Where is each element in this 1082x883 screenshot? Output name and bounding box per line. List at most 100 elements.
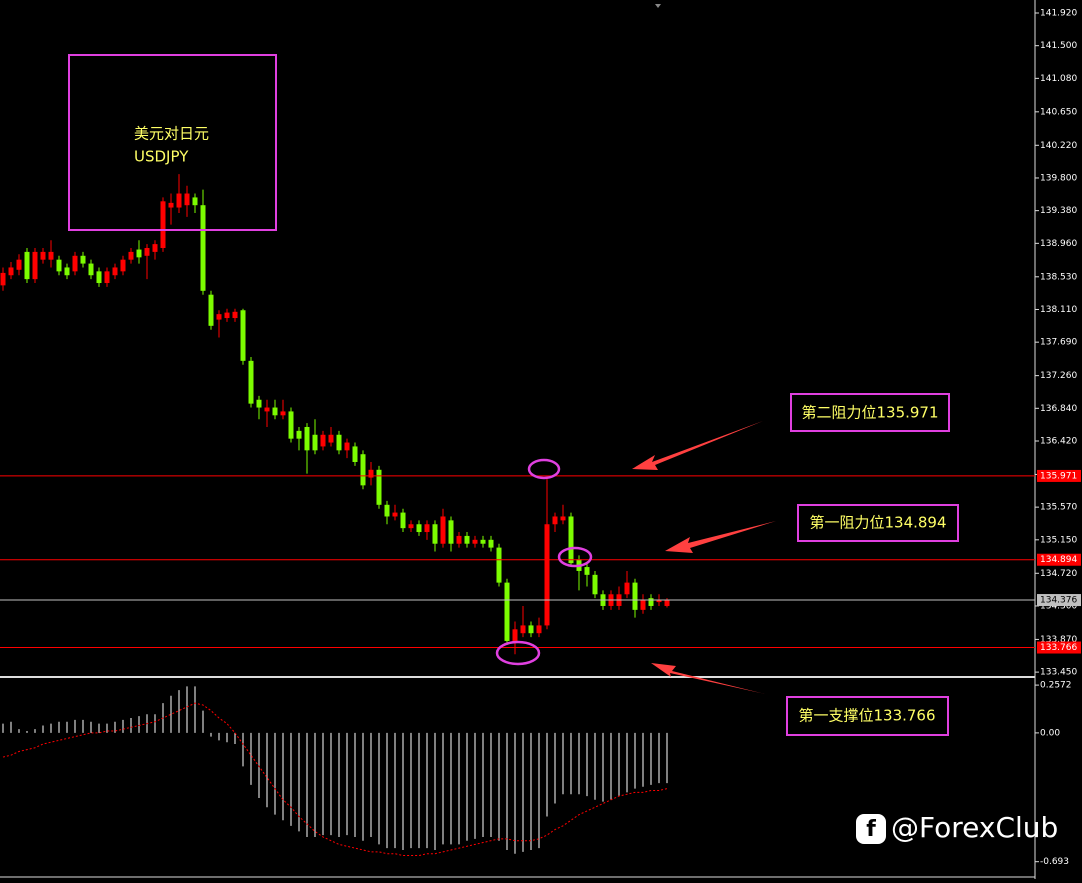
level-label-bg — [1037, 594, 1081, 607]
y-tick-label: 137.690 — [1040, 338, 1077, 348]
annotation: 第一阻力位134.894 — [809, 514, 946, 532]
candle-body — [632, 582, 638, 610]
y-tick-label: 136.420 — [1040, 436, 1077, 446]
candle-body — [648, 598, 654, 606]
candle-body — [496, 547, 502, 583]
candle-body — [472, 539, 478, 544]
y-tick-label: 139.380 — [1040, 206, 1077, 216]
candle-body — [192, 197, 198, 206]
annotation: 第二阻力位135.971 — [801, 404, 938, 422]
candle-body — [432, 524, 438, 544]
candle-body — [296, 430, 302, 439]
candle-body — [184, 193, 190, 206]
candle-body — [168, 202, 174, 208]
candle-body — [328, 434, 334, 443]
candle-body — [120, 259, 126, 272]
candle-body — [176, 193, 182, 208]
y-tick-label: 138.530 — [1040, 272, 1077, 282]
candle-body — [488, 539, 494, 548]
candle-body — [304, 426, 310, 451]
candle-body — [264, 407, 270, 412]
candle-body — [64, 267, 70, 276]
y-tick-label: 135.150 — [1040, 535, 1077, 545]
candle-body — [256, 399, 262, 408]
scroll-marker — [655, 4, 661, 8]
candle-body — [624, 582, 630, 595]
candle-body — [40, 251, 46, 260]
candle-body — [536, 625, 542, 634]
candle-body — [584, 567, 590, 575]
candle-body — [336, 434, 342, 451]
candle-body — [344, 442, 350, 451]
candle-body — [400, 512, 406, 529]
candle-body — [16, 259, 22, 270]
arrows — [632, 421, 776, 694]
level-label: 134.894 — [1040, 555, 1077, 565]
annotation-box — [786, 696, 949, 736]
candle-body — [200, 205, 206, 291]
candle-body — [520, 625, 526, 634]
candle-body — [32, 251, 38, 280]
candle-body — [312, 434, 318, 451]
candle-body — [72, 255, 78, 272]
candle-body — [160, 201, 166, 249]
candle-body — [88, 263, 94, 276]
candle-body — [240, 310, 246, 361]
level-label: 133.766 — [1040, 643, 1077, 653]
candle-body — [104, 271, 110, 284]
candle-body — [592, 574, 598, 595]
y-tick-label: 134.720 — [1040, 569, 1077, 579]
y-tick-label: 133.450 — [1040, 668, 1077, 678]
y-tick-label: -0.693 — [1040, 857, 1069, 867]
y-tick-label: 139.800 — [1040, 173, 1077, 183]
title-box — [68, 54, 277, 231]
level-label-bg — [1037, 641, 1081, 654]
y-tick-label: 138.960 — [1040, 239, 1077, 249]
candle-body — [272, 407, 278, 416]
candle-body — [280, 411, 286, 416]
candle-body — [208, 294, 214, 326]
y-tick-label: 138.110 — [1040, 305, 1077, 315]
y-tick-label: 137.260 — [1040, 371, 1077, 381]
y-tick-label: 0.2572 — [1040, 681, 1072, 691]
y-tick-label: 140.650 — [1040, 107, 1077, 117]
level-label-bg — [1037, 553, 1081, 566]
candle-body — [456, 535, 462, 544]
level-label-bg — [1037, 469, 1081, 482]
annotation: 第一支撑位133.766 — [798, 707, 935, 725]
candle-body — [216, 314, 222, 320]
y-tick-label: 141.920 — [1040, 8, 1077, 18]
candle-body — [504, 582, 510, 641]
y-tick-label: 0.00 — [1040, 728, 1060, 738]
candle-body — [424, 524, 430, 533]
candle-body — [352, 446, 358, 463]
candle-body — [152, 244, 158, 252]
candle-body — [232, 311, 238, 319]
candle-body — [56, 259, 62, 272]
candle-body — [448, 520, 454, 544]
y-tick-label: 136.840 — [1040, 404, 1077, 414]
watermark-icon — [856, 814, 886, 844]
candle-body — [408, 524, 414, 529]
candle-body — [544, 524, 550, 626]
candle-body — [248, 360, 254, 404]
candle-body — [480, 539, 486, 544]
candle-body — [224, 312, 230, 319]
candle-body — [80, 255, 86, 264]
candle-body — [0, 272, 6, 286]
y-tick-label: 133.870 — [1040, 635, 1077, 645]
chart-title: 美元对日元 — [134, 125, 209, 143]
candle-body — [48, 251, 54, 260]
candle-body — [640, 599, 646, 610]
arrow — [651, 663, 765, 694]
candle-body — [528, 625, 534, 634]
candle-body — [512, 629, 518, 641]
watermark-icon-glyph: f — [866, 817, 876, 842]
candle-body — [24, 251, 30, 280]
y-tick-label: 140.220 — [1040, 141, 1077, 151]
highlight-ellipse — [495, 640, 541, 666]
y-tick-label: 135.570 — [1040, 503, 1077, 513]
candle-body — [360, 454, 366, 486]
level-label: 135.971 — [1040, 471, 1077, 481]
